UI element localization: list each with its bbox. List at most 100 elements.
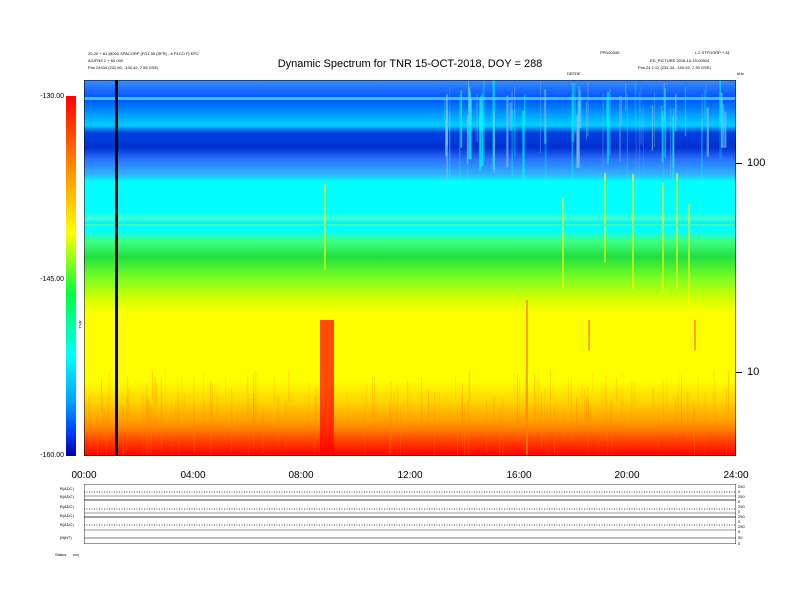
- spectrum-texture: [704, 393, 706, 456]
- spectrum-texture: [142, 395, 144, 456]
- lower-left-label: B(ADC): [60, 513, 74, 518]
- spectrum-texture: [288, 372, 290, 402]
- spectrum-streak: [577, 114, 579, 170]
- lower-left-label: B(ADC): [60, 504, 74, 509]
- spectrum-texture: [493, 397, 495, 435]
- spectrum-texture: [323, 378, 325, 411]
- spectrum-texture: [534, 374, 535, 432]
- spectrum-texture: [604, 386, 606, 435]
- spectrum-texture: [106, 403, 107, 456]
- spectrum-texture: [652, 387, 654, 409]
- spectrum-streak: [660, 105, 663, 128]
- spectrum-texture: [150, 405, 151, 437]
- spectrum-streak: [586, 102, 587, 140]
- spectrum-texture: [147, 399, 149, 434]
- spectrum-texture: [687, 391, 689, 440]
- spectrum-streak: [663, 82, 665, 123]
- spectrum-texture: [462, 383, 463, 447]
- spectrum-texture: [374, 376, 375, 422]
- spectrum-texture: [161, 380, 163, 451]
- spectrum-streak: [577, 100, 580, 168]
- spectrum-streak: [651, 105, 653, 151]
- spectrum-streak: [544, 89, 547, 144]
- spectrum-streak: [643, 103, 644, 179]
- lower-left-label: B(ADC): [60, 522, 74, 527]
- spectrum-texture: [631, 381, 633, 437]
- spectrum-burst: [604, 172, 606, 263]
- lower-right-label: 0: [738, 519, 741, 524]
- spectrum-streak: [672, 116, 674, 206]
- spectrum-texture: [390, 381, 392, 450]
- spectrum-streak: [580, 97, 582, 128]
- spectrum-streak: [466, 115, 469, 164]
- spectrum-burst: [320, 320, 334, 456]
- spectrum-texture: [322, 403, 324, 449]
- header-right-pos: Pos 24 2.12 (231.34, -100.52, 7.30 GSE): [638, 65, 711, 70]
- spectrum-texture: [434, 391, 435, 456]
- header-left-line1: 20-20 + 81 @000 SPACORP (FG1 50 (SFR) - …: [88, 51, 199, 56]
- spectrum-streak: [511, 109, 513, 194]
- spectrum-texture: [697, 376, 699, 411]
- y-tick-100: 100: [747, 157, 766, 169]
- spectrum-streak: [479, 95, 483, 168]
- spectrum-texture: [225, 375, 227, 445]
- spectrum-texture: [327, 397, 329, 440]
- spectrum-streak: [513, 108, 516, 157]
- spectrum-streak: [722, 104, 725, 148]
- x-tick-label: 16:00: [506, 470, 532, 481]
- spectrum-texture: [681, 374, 682, 431]
- spectrum-texture: [550, 370, 551, 431]
- lower-right-label: 0: [738, 489, 741, 494]
- spectrum-streak: [468, 82, 469, 124]
- spectrum-texture: [499, 408, 501, 456]
- spectrum-texture: [554, 406, 556, 454]
- spectrum-texture: [315, 396, 317, 446]
- spectrum-texture: [611, 392, 613, 456]
- spectrum-streak: [469, 92, 472, 160]
- spectrum-streak: [675, 93, 677, 132]
- spectrum-streak: [673, 108, 675, 170]
- spectrum-texture: [103, 407, 105, 440]
- lower-right-label: 250: [738, 494, 745, 499]
- spectrum-texture: [154, 376, 155, 403]
- spectrum-texture: [393, 390, 395, 415]
- spectrum-texture: [726, 388, 727, 456]
- spectrum-texture: [502, 398, 504, 456]
- spectrum-texture: [587, 386, 589, 447]
- spectrum-texture: [486, 399, 487, 453]
- colorbar: [66, 96, 76, 456]
- lower-right-label: 250: [738, 504, 745, 509]
- spectrum-texture: [556, 398, 558, 456]
- spectrum-texture: [728, 370, 729, 414]
- spectrum-streak: [506, 95, 509, 168]
- spectrum-texture: [634, 381, 636, 403]
- spectrum-texture: [262, 409, 264, 454]
- spectrum-texture: [605, 375, 607, 402]
- spectrum-streak: [476, 93, 478, 142]
- lower-panel-traces: [84, 491, 736, 539]
- spectrum-texture: [390, 407, 392, 456]
- spectrum-texture: [588, 401, 589, 428]
- spectrum-texture: [592, 372, 594, 395]
- spectrum-texture: [396, 384, 398, 434]
- spectrum-burst: [688, 203, 690, 341]
- colorbar-tick-mid: -145.00: [40, 276, 64, 283]
- spectrum-texture: [586, 395, 587, 425]
- spectrum-texture: [467, 372, 469, 407]
- spectrum-streak: [509, 102, 512, 131]
- spectrum-texture: [253, 404, 254, 449]
- spectrum-texture: [519, 378, 521, 448]
- spectrum-streak: [724, 115, 726, 148]
- spectrum-streak: [478, 116, 481, 171]
- spectrum-texture: [534, 375, 536, 439]
- spectrum-texture: [400, 405, 401, 456]
- spectrum-texture: [248, 393, 250, 456]
- spectrum-texture: [421, 377, 423, 430]
- spectrum-background: [84, 80, 736, 456]
- spectrum-texture: [246, 376, 248, 420]
- lower-right-label: 250: [738, 524, 745, 529]
- spectrum-streak: [724, 111, 727, 148]
- spectrum-streak: [670, 107, 672, 179]
- spectrum-streak: [664, 88, 666, 158]
- spectrum-streak: [578, 90, 581, 128]
